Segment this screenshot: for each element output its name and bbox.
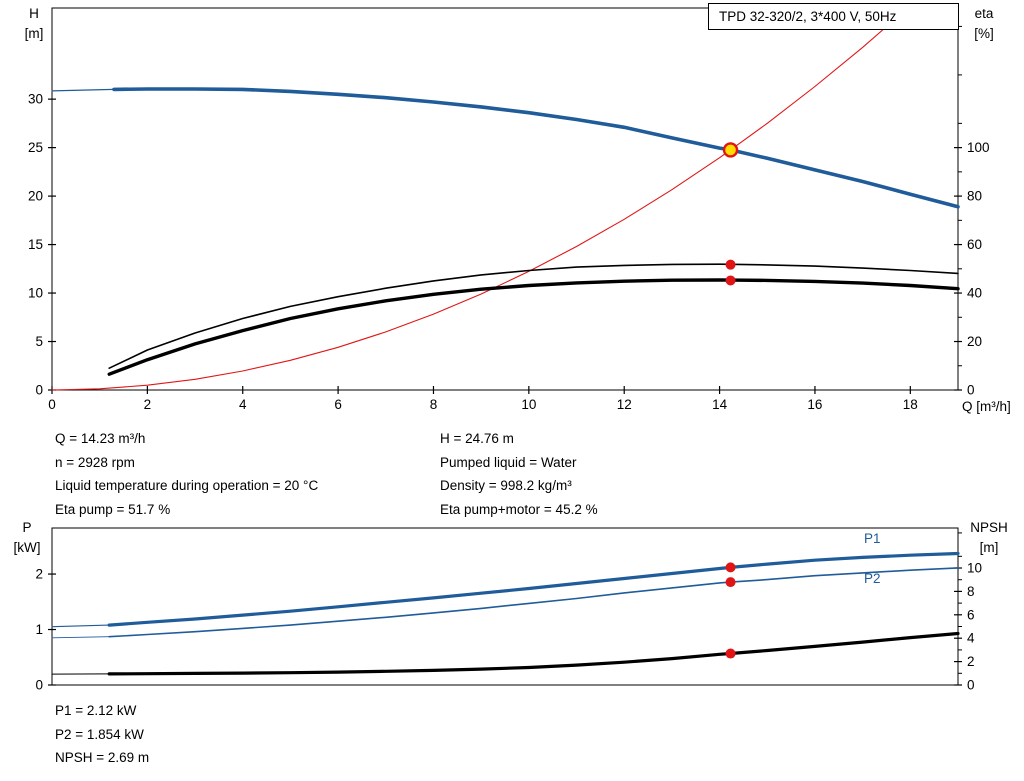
svg-text:16: 16 — [807, 397, 822, 412]
duty-info-right-column: H = 24.76 m Pumped liquid = Water Densit… — [440, 427, 598, 521]
curve-title-box: TPD 32-320/2, 3*400 V, 50Hz — [708, 3, 959, 30]
info-line-eta-pump: Eta pump = 51.7 % — [55, 501, 171, 517]
npsh-axis-unit: [m] — [979, 540, 999, 555]
info-line-head: H = 24.76 m — [440, 431, 514, 446]
info-line-speed: n = 2928 rpm — [55, 454, 135, 470]
head-axis-unit: [m] — [24, 26, 44, 41]
duty-info-left-column: Q = 14.23 m³/h n = 2928 rpm Liquid tempe… — [55, 427, 318, 521]
eta-axis-label: eta [%] — [964, 4, 1004, 44]
svg-text:15: 15 — [28, 237, 43, 252]
svg-text:20: 20 — [967, 334, 982, 349]
svg-text:20: 20 — [28, 189, 43, 204]
svg-text:2: 2 — [967, 654, 975, 669]
flow-axis-label: Q [m³/h] — [962, 399, 1011, 414]
svg-text:4: 4 — [967, 631, 975, 646]
svg-text:12: 12 — [617, 397, 632, 412]
eta-axis-symbol: eta — [974, 6, 994, 21]
info-line-eta-pump-motor: Eta pump+motor = 45.2 % — [440, 501, 598, 517]
svg-text:6: 6 — [334, 397, 342, 412]
svg-text:6: 6 — [967, 607, 975, 622]
power-axis-label: P [kW] — [6, 518, 48, 558]
svg-text:14: 14 — [712, 397, 728, 412]
eta-axis-unit: [%] — [974, 26, 994, 41]
info-line-p1: P1 = 2.12 kW — [55, 703, 137, 718]
svg-text:0: 0 — [35, 678, 43, 693]
npsh-axis-symbol: NPSH — [970, 520, 1008, 535]
svg-text:10: 10 — [28, 286, 43, 301]
svg-text:0: 0 — [967, 383, 975, 398]
svg-text:100: 100 — [967, 140, 990, 155]
svg-text:8: 8 — [430, 397, 438, 412]
svg-text:10: 10 — [521, 397, 536, 412]
info-line-flow: Q = 14.23 m³/h — [55, 431, 146, 446]
svg-text:4: 4 — [239, 397, 247, 412]
power-axis-symbol: P — [22, 520, 32, 535]
npsh-axis-label: NPSH [m] — [960, 518, 1018, 558]
svg-text:2: 2 — [144, 397, 152, 412]
svg-text:5: 5 — [35, 334, 43, 349]
p1-curve-label: P1 — [864, 531, 881, 546]
svg-text:8: 8 — [967, 584, 975, 599]
svg-text:18: 18 — [903, 397, 918, 412]
info-line-p2: P2 = 1.854 kW — [55, 726, 144, 742]
svg-text:30: 30 — [28, 92, 43, 107]
svg-text:0: 0 — [48, 397, 56, 412]
power-info-block: P1 = 2.12 kW P2 = 1.854 kW NPSH = 2.69 m — [55, 699, 149, 770]
svg-text:40: 40 — [967, 286, 982, 301]
info-line-npsh: NPSH = 2.69 m — [55, 750, 150, 765]
svg-text:10: 10 — [967, 561, 982, 576]
pump-type-title: TPD 32-320/2, 3*400 V, 50Hz — [719, 9, 897, 24]
info-line-density: Density = 998.2 kg/m³ — [440, 478, 572, 493]
head-axis-label: H [m] — [15, 4, 53, 44]
svg-text:60: 60 — [967, 237, 982, 252]
p2-curve-label: P2 — [864, 571, 881, 586]
svg-text:0: 0 — [967, 678, 975, 693]
svg-text:80: 80 — [967, 189, 982, 204]
svg-text:2: 2 — [35, 567, 43, 582]
svg-text:0: 0 — [35, 383, 43, 398]
head-axis-symbol: H — [29, 6, 39, 21]
power-axis-unit: [kW] — [13, 540, 41, 555]
info-line-liquid: Pumped liquid = Water — [440, 454, 577, 470]
svg-text:1: 1 — [35, 622, 43, 637]
info-line-temperature: Liquid temperature during operation = 20… — [55, 478, 319, 493]
svg-text:25: 25 — [28, 140, 43, 155]
